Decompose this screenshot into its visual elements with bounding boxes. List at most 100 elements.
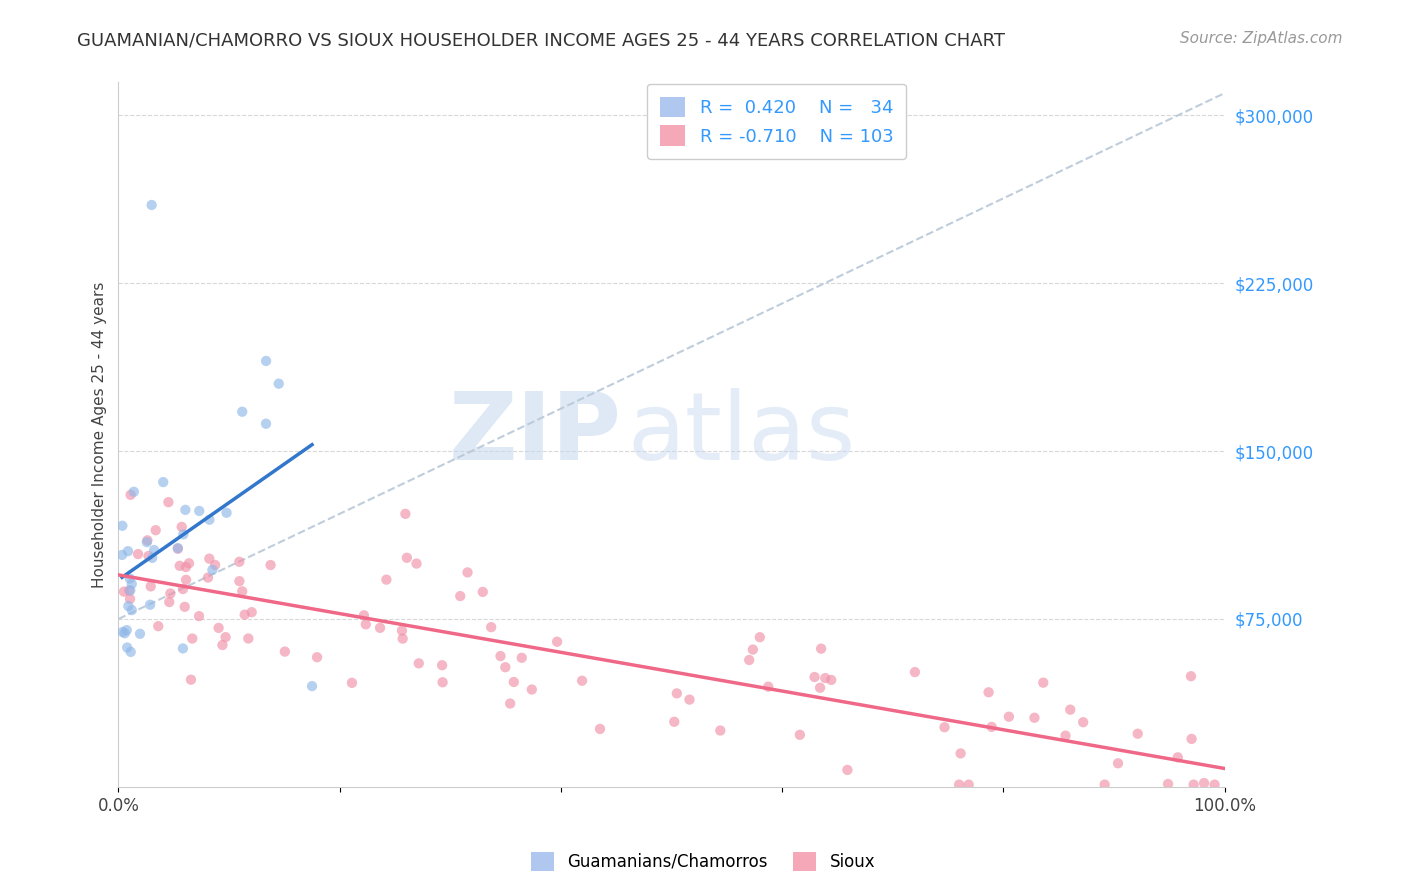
Point	[394, 507, 416, 521]
Point	[789, 728, 811, 742]
Point	[111, 624, 134, 639]
Point	[180, 673, 202, 687]
Point	[998, 709, 1021, 723]
Point	[449, 589, 471, 603]
Point	[121, 603, 143, 617]
Point	[1024, 711, 1046, 725]
Point	[494, 660, 516, 674]
Point	[1181, 731, 1204, 746]
Point	[228, 574, 250, 589]
Point	[214, 630, 236, 644]
Point	[231, 405, 253, 419]
Point	[118, 572, 141, 586]
Point	[934, 720, 956, 734]
Point	[135, 535, 157, 549]
Point	[188, 609, 211, 624]
Point	[169, 558, 191, 573]
Point	[353, 608, 375, 623]
Point	[174, 573, 197, 587]
Point	[354, 617, 377, 632]
Point	[174, 503, 197, 517]
Point	[197, 571, 219, 585]
Point	[664, 714, 686, 729]
Point	[267, 376, 290, 391]
Point	[391, 624, 413, 638]
Point	[211, 638, 233, 652]
Point	[471, 585, 494, 599]
Point	[148, 619, 170, 633]
Point	[510, 650, 533, 665]
Point	[520, 682, 543, 697]
Point	[274, 645, 297, 659]
Point	[457, 566, 479, 580]
Point	[145, 523, 167, 537]
Point	[375, 573, 398, 587]
Point	[546, 634, 568, 648]
Point	[589, 722, 612, 736]
Point	[1182, 778, 1205, 792]
Point	[259, 558, 281, 572]
Point	[489, 649, 512, 664]
Point	[120, 591, 142, 606]
Point	[117, 544, 139, 558]
Point	[204, 558, 226, 572]
Point	[408, 657, 430, 671]
Point	[820, 673, 842, 687]
Point	[432, 675, 454, 690]
Point	[172, 527, 194, 541]
Point	[198, 551, 221, 566]
Y-axis label: Householder Income Ages 25 - 44 years: Householder Income Ages 25 - 44 years	[93, 281, 107, 588]
Point	[112, 584, 135, 599]
Point	[166, 541, 188, 555]
Point	[157, 495, 180, 509]
Point	[678, 692, 700, 706]
Point	[233, 607, 256, 622]
Point	[172, 641, 194, 656]
Point	[430, 658, 453, 673]
Point	[957, 778, 980, 792]
Point	[1054, 729, 1077, 743]
Point	[741, 642, 763, 657]
Point	[1204, 778, 1226, 792]
Point	[228, 555, 250, 569]
Point	[502, 675, 524, 690]
Point	[114, 626, 136, 640]
Point	[368, 621, 391, 635]
Point	[181, 632, 204, 646]
Point	[571, 673, 593, 688]
Point	[159, 586, 181, 600]
Point	[188, 504, 211, 518]
Point	[1059, 703, 1081, 717]
Point	[207, 621, 229, 635]
Text: GUAMANIAN/CHAMORRO VS SIOUX HOUSEHOLDER INCOME AGES 25 - 44 YEARS CORRELATION CH: GUAMANIAN/CHAMORRO VS SIOUX HOUSEHOLDER …	[77, 31, 1005, 49]
Point	[980, 720, 1002, 734]
Point	[152, 475, 174, 489]
Point	[240, 605, 263, 619]
Point	[118, 583, 141, 598]
Point	[949, 747, 972, 761]
Point	[479, 620, 502, 634]
Point	[665, 686, 688, 700]
Point	[141, 198, 163, 212]
Point	[139, 579, 162, 593]
Point	[1032, 675, 1054, 690]
Point	[499, 697, 522, 711]
Point	[201, 563, 224, 577]
Point	[120, 645, 142, 659]
Point	[138, 549, 160, 563]
Point	[395, 550, 418, 565]
Point	[1157, 777, 1180, 791]
Point	[254, 354, 277, 368]
Point	[215, 506, 238, 520]
Point	[177, 556, 200, 570]
Point	[756, 680, 779, 694]
Point	[143, 543, 166, 558]
Point	[307, 650, 329, 665]
Point	[198, 513, 221, 527]
Point	[254, 417, 277, 431]
Point	[1107, 756, 1129, 771]
Point	[1071, 715, 1094, 730]
Point	[174, 560, 197, 574]
Point	[122, 484, 145, 499]
Point	[1094, 778, 1116, 792]
